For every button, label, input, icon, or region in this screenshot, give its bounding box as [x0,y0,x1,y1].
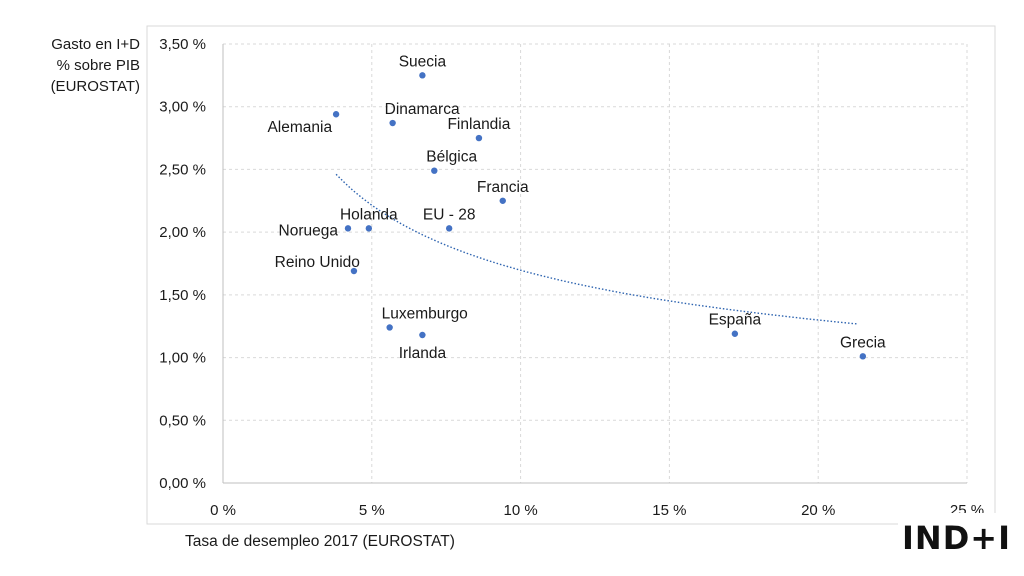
data-point [386,324,393,331]
axes [222,44,967,484]
gridlines [223,43,968,483]
y-tick-label: 3,50 % [159,36,206,53]
y-tick-label: 0,00 % [159,475,206,492]
data-point [344,225,352,232]
data-point [332,111,340,118]
point-label: Alemania [267,119,332,136]
y-tick-label: 1,00 % [159,350,206,367]
brand-logo-text: IND+I [902,519,1011,557]
data-point [350,267,358,275]
plot-area-frame [146,25,996,525]
data-point [475,134,483,142]
data-point [731,330,739,337]
tick-labels: 0,00 % 0,50 % 1,00 % 1,50 % 2,00 % 2,50 % 3,00… [159,36,984,519]
point-label: Suecia [399,53,447,70]
y-axis-title-line-3: (EUROSTAT) [50,78,140,95]
data-point [859,353,867,360]
x-tick-label: 0 % [210,502,236,519]
point-label: Reino Unido [275,254,360,271]
data-point [389,119,396,127]
point-label: Holanda [340,206,398,223]
data-point [365,225,373,232]
y-tick-label: 2,00 % [159,224,206,241]
data-points [332,72,867,360]
x-tick-label: 15 % [652,502,686,519]
trendline-group [335,173,857,325]
x-tick-label: 20 % [801,502,835,519]
x-axis-title: Tasa de desempleo 2017 (EUROSTAT) [185,533,455,550]
x-tick-label: 5 % [359,502,385,519]
point-label: Dinamarca [385,101,460,118]
data-point [419,331,426,339]
y-axis-title-line-2: % sobre PIB [56,57,140,74]
data-point [419,72,426,79]
y-tick-label: 0,50 % [159,412,206,429]
data-point [499,197,506,204]
point-label: Finlandia [447,116,510,133]
y-tick-label: 1,50 % [159,287,206,304]
point-label: Noruega [279,222,339,239]
y-axis-title-line-1: Gasto en I+D [51,36,140,53]
y-tick-label: 3,00 % [159,99,206,116]
data-point [431,167,438,174]
point-label: Grecia [840,334,886,351]
point-label: Irlanda [399,345,447,362]
point-label: Luxemburgo [382,305,468,322]
data-point [445,225,453,232]
trendline [335,173,857,325]
point-label: EU - 28 [423,206,476,223]
point-label: Francia [477,179,529,196]
point-label: Bélgica [426,149,477,166]
y-axis-title: Gasto en I+D % sobre PIB (EUROSTAT) [20,34,140,97]
brand-logo: IND+I [898,513,1024,563]
point-label: España [709,312,762,329]
x-tick-label: 10 % [503,502,537,519]
y-tick-label: 2,50 % [159,161,206,178]
